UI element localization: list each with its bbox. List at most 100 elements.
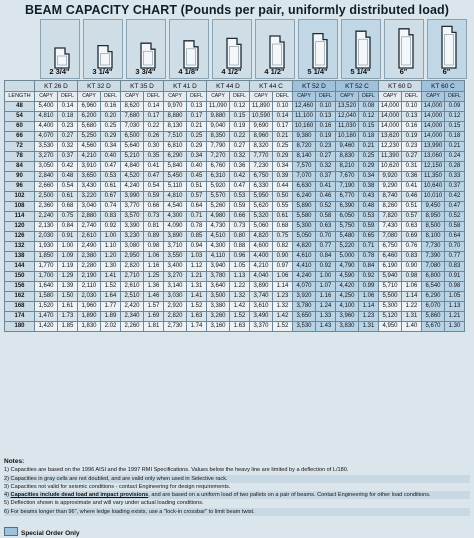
deflection-cell: 0.47: [100, 161, 121, 172]
capacity-cell: 5,000: [335, 251, 359, 262]
capacity-cell: 6,310: [206, 171, 230, 182]
deflection-cell: 1.89: [100, 311, 121, 322]
deflection-cell: 0.17: [272, 121, 293, 132]
deflection-cell: 1.00: [315, 271, 336, 282]
deflection-cell: 0.70: [444, 241, 465, 252]
deflection-cell: 1.22: [229, 281, 250, 292]
deflection-cell: 0.27: [57, 131, 78, 142]
deflection-cell: 0.41: [315, 181, 336, 192]
note-item-5: 5) Deflection shown is approximate and w…: [4, 500, 204, 507]
capacity-cell: 4,250: [335, 291, 359, 302]
capacity-cell: 3,220: [77, 191, 101, 202]
length-cell: 96: [4, 181, 35, 192]
defl-header: DEFL: [401, 91, 422, 102]
capacity-cell: 3,260: [206, 311, 230, 322]
deflection-cell: 0.53: [358, 211, 379, 222]
deflection-cell: 1.16: [143, 261, 164, 272]
length-cell: 138: [4, 251, 35, 262]
capacity-cell: 4,600: [249, 241, 273, 252]
deflection-cell: 0.98: [444, 281, 465, 292]
deflection-cell: 0.97: [272, 261, 293, 272]
capacity-cell: 4,820: [292, 241, 316, 252]
capacity-cell: 3,570: [120, 211, 144, 222]
deflection-cell: 0.21: [272, 131, 293, 142]
deflection-cell: 0.47: [444, 201, 465, 212]
deflection-cell: 0.18: [57, 111, 78, 122]
deflection-cell: 0.77: [315, 241, 336, 252]
defl-header: DEFL: [272, 91, 293, 102]
capacity-cell: 7,670: [335, 171, 359, 182]
capacity-cell: 2,260: [120, 321, 144, 332]
beam-model-header: KT 52 D: [292, 80, 336, 92]
legend: Special Order Only: [4, 527, 80, 537]
deflection-cell: 0.42: [229, 171, 250, 182]
deflection-cell: 1.31: [401, 311, 422, 322]
capacity-cell: 4,400: [34, 121, 58, 132]
table-row: 78 3,270 0.37 4,210 0.40 5,210 0.35 6,290 0.34 7,…: [4, 151, 465, 162]
capacity-cell: 8,210: [335, 161, 359, 172]
table-row: 150 1,700 1.29 2,190 1.41 2,710 1.25 3,270 1.21 3…: [4, 271, 465, 282]
deflection-cell: 0.78: [186, 221, 207, 232]
capacity-cell: 9,040: [206, 121, 230, 132]
capacity-cell: 4,210: [77, 151, 101, 162]
table-row: 174 1,470 1.73 1,890 1.89 2,340 1.69 2,820 1.63 3…: [4, 311, 465, 322]
capacity-cell: 3,830: [335, 321, 359, 332]
deflection-cell: 2.02: [100, 321, 121, 332]
capacity-cell: 7,790: [206, 141, 230, 152]
deflection-cell: 0.66: [143, 201, 164, 212]
beam-size-label: 4 1/2": [221, 67, 242, 76]
deflection-cell: 1.41: [186, 291, 207, 302]
deflection-cell: 0.67: [100, 191, 121, 202]
capacity-cell: 4,040: [249, 271, 273, 282]
capacity-cell: 3,050: [34, 161, 58, 172]
capacity-cell: 3,710: [163, 241, 187, 252]
capy-header: CAPY: [421, 91, 445, 102]
capacity-cell: 11,100: [292, 111, 316, 122]
deflection-cell: 1.46: [143, 291, 164, 302]
deflection-cell: 0.17: [186, 111, 207, 122]
capacity-cell: 3,650: [77, 171, 101, 182]
beam-section-icon: [225, 37, 242, 69]
deflection-cell: 0.42: [57, 161, 78, 172]
deflection-cell: 0.48: [358, 201, 379, 212]
capacity-cell: 3,490: [249, 311, 273, 322]
deflection-cell: 1.63: [186, 311, 207, 322]
deflection-cell: 1.52: [100, 281, 121, 292]
capacity-cell: 2,490: [77, 241, 101, 252]
capacity-cell: 11,390: [378, 151, 402, 162]
length-cell: 156: [4, 281, 35, 292]
deflection-cell: 0.90: [272, 251, 293, 262]
deflection-cell: 0.51: [186, 181, 207, 192]
length-cell: 114: [4, 211, 35, 222]
capacity-cell: 2,240: [34, 211, 58, 222]
deflection-cell: 0.34: [186, 151, 207, 162]
capacity-cell: 1,770: [34, 261, 58, 272]
beam-section-icon: [53, 47, 70, 69]
deflection-cell: 0.75: [57, 211, 78, 222]
deflection-cell: 0.13: [315, 111, 336, 122]
beam-size-label: 4 1/8": [178, 67, 199, 76]
deflection-cell: 0.23: [315, 141, 336, 152]
deflection-cell: 0.48: [57, 171, 78, 182]
deflection-cell: 1.09: [57, 251, 78, 262]
capacity-cell: 2,420: [120, 301, 144, 312]
capacity-cell: 2,610: [120, 281, 144, 292]
length-cell: 102: [4, 191, 35, 202]
deflection-cell: 1.81: [143, 321, 164, 332]
beam-model-header: KT 60 D: [378, 80, 422, 92]
capy-header: CAPY: [249, 91, 273, 102]
deflection-cell: 1.21: [444, 311, 465, 322]
table-row: 72 3,530 0.32 4,560 0.34 5,640 0.30 6,810 0.29 7,…: [4, 141, 465, 152]
deflection-cell: 0.12: [444, 111, 465, 122]
deflection-cell: 0.53: [100, 171, 121, 182]
special-order-label: Special Order Only: [21, 530, 80, 537]
length-cell: 78: [4, 151, 35, 162]
capacity-cell: 13,620: [378, 131, 402, 142]
capacity-cell: 6,630: [292, 181, 316, 192]
capacity-cell: 3,990: [120, 191, 144, 202]
capacity-cell: 1,850: [34, 251, 58, 262]
beam-profile: 3 3/4": [125, 19, 166, 79]
beam-model-header: KT 32 D: [77, 80, 121, 92]
capacity-cell: 3,380: [206, 301, 230, 312]
capacity-cell: 4,240: [120, 181, 144, 192]
